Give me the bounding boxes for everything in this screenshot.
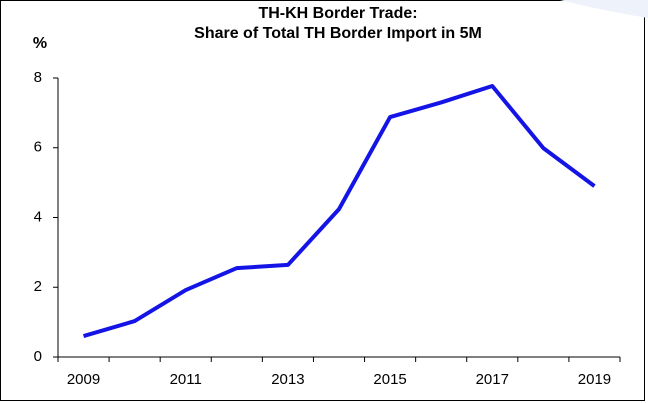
- y-tick-label: 4: [34, 208, 42, 225]
- x-tick-label: 2019: [578, 371, 611, 388]
- x-tick-label: 2011: [170, 371, 202, 388]
- y-tick-label: 2: [34, 278, 42, 295]
- x-tick-label: 2013: [271, 371, 304, 388]
- y-tick-label: 8: [34, 69, 42, 86]
- corner-decoration: [560, 0, 648, 18]
- chart-title: Share of Total TH Border Import in 5M: [194, 25, 482, 42]
- y-axis-label: %: [33, 35, 47, 52]
- chart-title: TH-KH Border Trade:: [258, 5, 417, 22]
- y-tick-label: 0: [34, 348, 42, 365]
- x-tick-label: 2017: [476, 371, 509, 388]
- y-tick-label: 6: [34, 139, 42, 156]
- x-tick-label: 2009: [67, 371, 100, 388]
- data-line: [82, 84, 596, 338]
- x-tick-label: 2015: [373, 371, 406, 388]
